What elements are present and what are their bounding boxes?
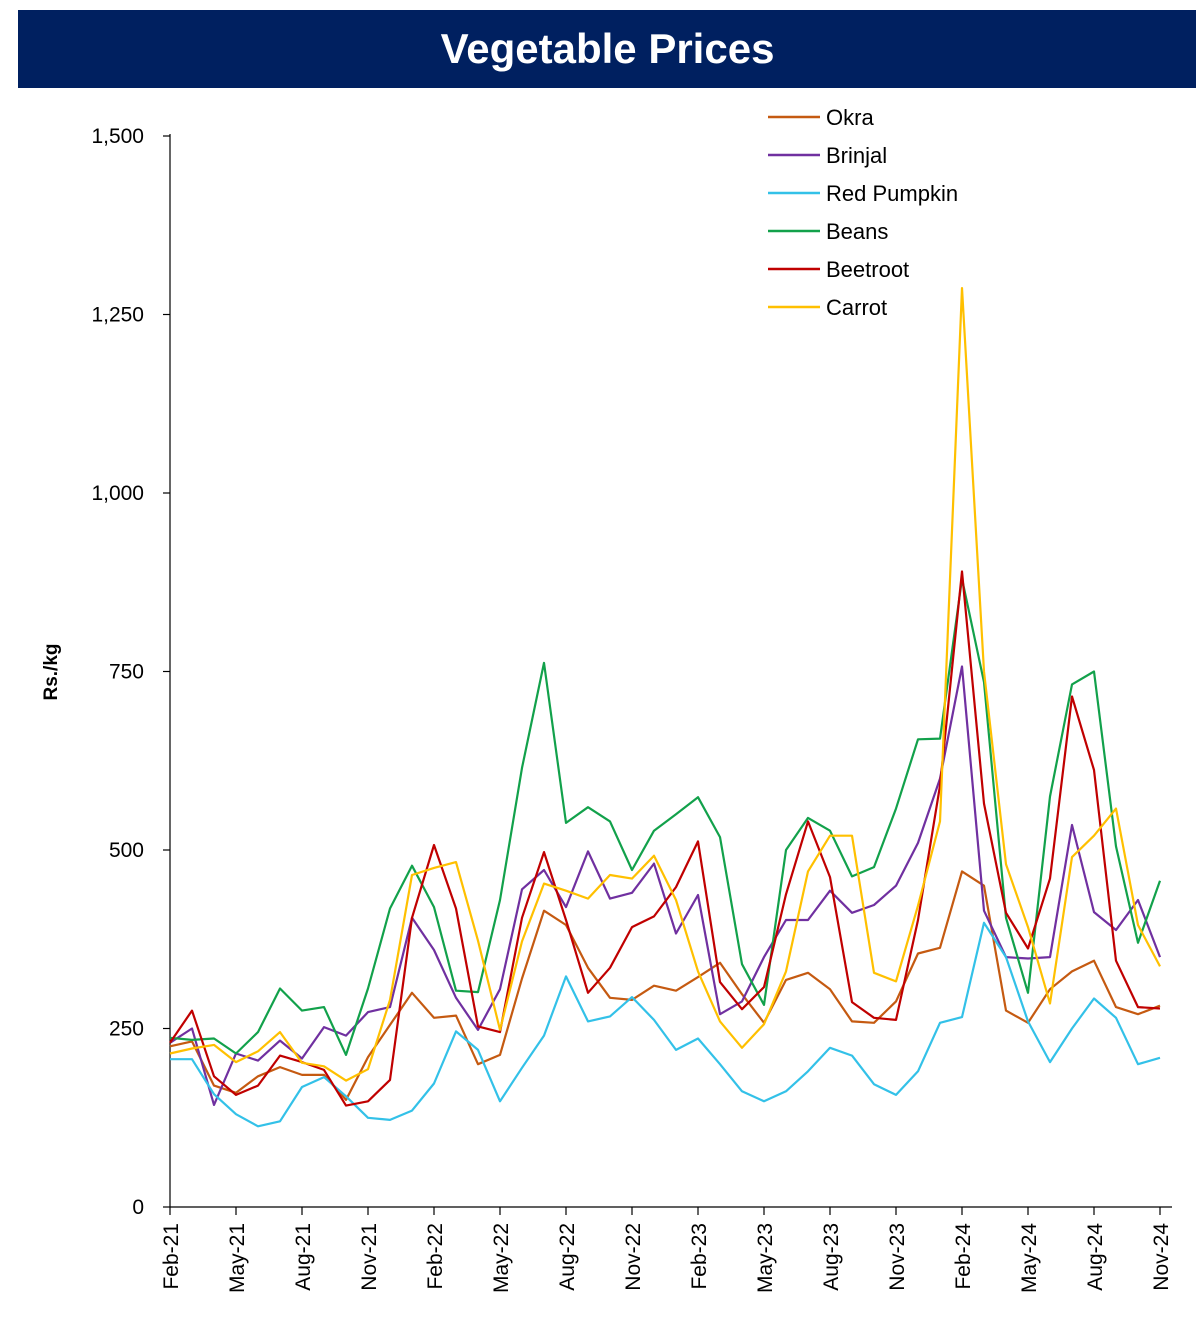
series-line-beetroot <box>169 570 1161 1107</box>
y-tick-label: 750 <box>109 661 144 684</box>
y-tick-label: 250 <box>109 1018 144 1041</box>
legend-label: Carrot <box>826 295 887 320</box>
x-tick-label: Feb-22 <box>424 1223 447 1290</box>
x-tick-label: Aug-24 <box>1084 1223 1107 1291</box>
legend-label: Beetroot <box>826 257 909 282</box>
x-tick-label: Aug-22 <box>556 1223 579 1291</box>
chart-legend: Okra Brinjal Red Pumpkin Beans Beetroot Carro… <box>768 105 958 320</box>
y-tick-label: 0 <box>132 1196 144 1219</box>
x-tick-label: Aug-21 <box>292 1223 315 1291</box>
x-tick-label: May-21 <box>226 1223 249 1293</box>
x-tick-label: Nov-23 <box>886 1223 909 1291</box>
x-tick-label: Nov-24 <box>1150 1223 1173 1291</box>
x-tick-label: Nov-21 <box>358 1223 381 1291</box>
x-tick-label: Feb-24 <box>952 1223 975 1290</box>
chart-axes <box>169 134 1172 1208</box>
x-tick-label: Feb-21 <box>160 1223 183 1290</box>
x-tick-label: May-22 <box>490 1223 513 1293</box>
x-tick-label: May-24 <box>1018 1223 1041 1293</box>
x-axis-ticks: Feb-21 May-21 Aug-21 Nov-21 Feb-22 May-22 Aug-… <box>160 1207 1173 1293</box>
y-tick-label: 1,000 <box>91 482 144 505</box>
series-line-red-pumpkin <box>170 921 1161 1128</box>
y-tick-label: 1,500 <box>91 125 144 148</box>
legend-label: Brinjal <box>826 143 887 168</box>
chart-title-bar: Vegetable Prices <box>18 10 1196 88</box>
x-tick-label: May-23 <box>754 1223 777 1293</box>
series-line-brinjal <box>169 665 1162 1107</box>
x-tick-label: Nov-22 <box>622 1223 645 1291</box>
y-axis-title: Rs./kg <box>41 643 62 700</box>
series-lines <box>169 287 1162 1128</box>
y-tick-label: 1,250 <box>91 304 144 327</box>
y-tick-label: 500 <box>109 839 144 862</box>
x-tick-label: Feb-23 <box>688 1223 711 1290</box>
chart-title: Vegetable Prices <box>440 25 775 72</box>
legend-label: Okra <box>826 105 874 130</box>
series-line-carrot <box>169 287 1161 1082</box>
legend-label: Red Pumpkin <box>826 181 958 206</box>
legend-label: Beans <box>826 219 888 244</box>
y-axis-ticks: 0 250 500 750 1,000 1,250 1,500 <box>91 125 170 1219</box>
series-line-beans <box>169 577 1162 1057</box>
x-tick-label: Aug-23 <box>820 1223 843 1291</box>
